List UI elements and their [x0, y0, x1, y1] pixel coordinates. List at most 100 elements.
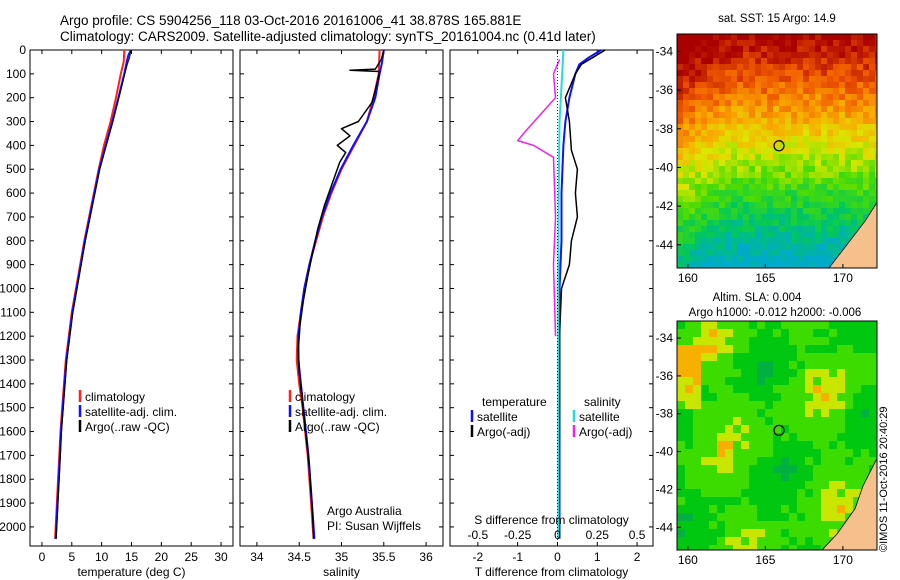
field-cell	[733, 361, 741, 369]
field-cell	[701, 220, 707, 226]
field-cell	[677, 256, 683, 262]
field-cell	[701, 529, 709, 537]
field-cell	[815, 124, 821, 130]
field-cell	[805, 369, 813, 377]
field-cell	[683, 226, 689, 232]
field-cell	[809, 226, 815, 232]
field-cell	[875, 136, 877, 142]
field-cell	[803, 88, 809, 94]
field-cell	[719, 166, 725, 172]
field-cell	[839, 58, 845, 64]
depth-tick-label: 700	[6, 210, 26, 224]
field-cell	[821, 409, 829, 417]
field-cell	[791, 208, 797, 214]
field-cell	[749, 64, 755, 70]
field-cell	[821, 385, 829, 393]
field-cell	[797, 449, 805, 457]
field-cell	[813, 521, 821, 529]
field-cell	[683, 40, 689, 46]
field-cell	[821, 473, 829, 481]
field-cell	[781, 457, 789, 465]
field-cell	[821, 40, 827, 46]
field-cell	[701, 385, 709, 393]
field-cell	[829, 361, 837, 369]
field-cell	[749, 425, 757, 433]
field-cell	[785, 34, 791, 40]
field-cell	[803, 232, 809, 238]
field-cell	[719, 178, 725, 184]
field-cell	[827, 250, 833, 256]
field-cell	[853, 401, 861, 409]
legend-entry: salinity	[584, 395, 621, 409]
field-cell	[695, 88, 701, 94]
field-cell	[797, 250, 803, 256]
field-cell	[851, 196, 857, 202]
field-cell	[767, 214, 773, 220]
field-cell	[773, 457, 781, 465]
field-cell	[833, 166, 839, 172]
field-cell	[781, 361, 789, 369]
field-cell	[689, 106, 695, 112]
field-cell	[761, 154, 767, 160]
field-cell	[845, 94, 851, 100]
field-cell	[713, 112, 719, 118]
field-cell	[731, 202, 737, 208]
field-cell	[853, 409, 861, 417]
field-cell	[837, 473, 845, 481]
field-cell	[827, 34, 833, 40]
field-cell	[861, 385, 869, 393]
depth-tick-label: 2000	[0, 520, 26, 534]
field-cell	[717, 433, 725, 441]
field-cell	[725, 148, 731, 154]
field-cell	[749, 321, 757, 329]
field-cell	[733, 401, 741, 409]
field-cell	[785, 112, 791, 118]
field-cell	[845, 202, 851, 208]
field-cell	[685, 393, 693, 401]
field-cell	[797, 100, 803, 106]
field-cell	[837, 393, 845, 401]
field-cell	[677, 401, 685, 409]
field-cell	[677, 425, 685, 433]
field-cell	[743, 118, 749, 124]
field-cell	[685, 417, 693, 425]
field-cell	[791, 214, 797, 220]
field-cell	[741, 345, 749, 353]
field-cell	[725, 244, 731, 250]
field-cell	[701, 124, 707, 130]
field-cell	[875, 112, 877, 118]
field-cell	[725, 106, 731, 112]
legend-entry: climatology	[295, 390, 355, 404]
field-cell	[789, 361, 797, 369]
field-cell	[737, 82, 743, 88]
field-cell	[685, 345, 693, 353]
field-cell	[857, 196, 863, 202]
field-cell	[797, 148, 803, 154]
field-cell	[857, 154, 863, 160]
field-cell	[749, 457, 757, 465]
field-cell	[791, 136, 797, 142]
field-cell	[773, 353, 781, 361]
field-cell	[853, 393, 861, 401]
field-cell	[875, 40, 877, 46]
field-cell	[815, 190, 821, 196]
field-cell	[731, 208, 737, 214]
field-cell	[685, 377, 693, 385]
field-cell	[765, 521, 773, 529]
field-cell	[749, 136, 755, 142]
field-cell	[689, 52, 695, 58]
field-cell	[701, 425, 709, 433]
field-cell	[781, 489, 789, 497]
field-cell	[743, 136, 749, 142]
field-cell	[717, 377, 725, 385]
field-cell	[707, 142, 713, 148]
field-cell	[737, 178, 743, 184]
field-cell	[851, 214, 857, 220]
field-cell	[773, 329, 781, 337]
field-cell	[829, 385, 837, 393]
field-cell	[863, 82, 869, 88]
field-cell	[713, 136, 719, 142]
field-cell	[757, 505, 765, 513]
field-cell	[845, 505, 853, 513]
field-cell	[743, 70, 749, 76]
